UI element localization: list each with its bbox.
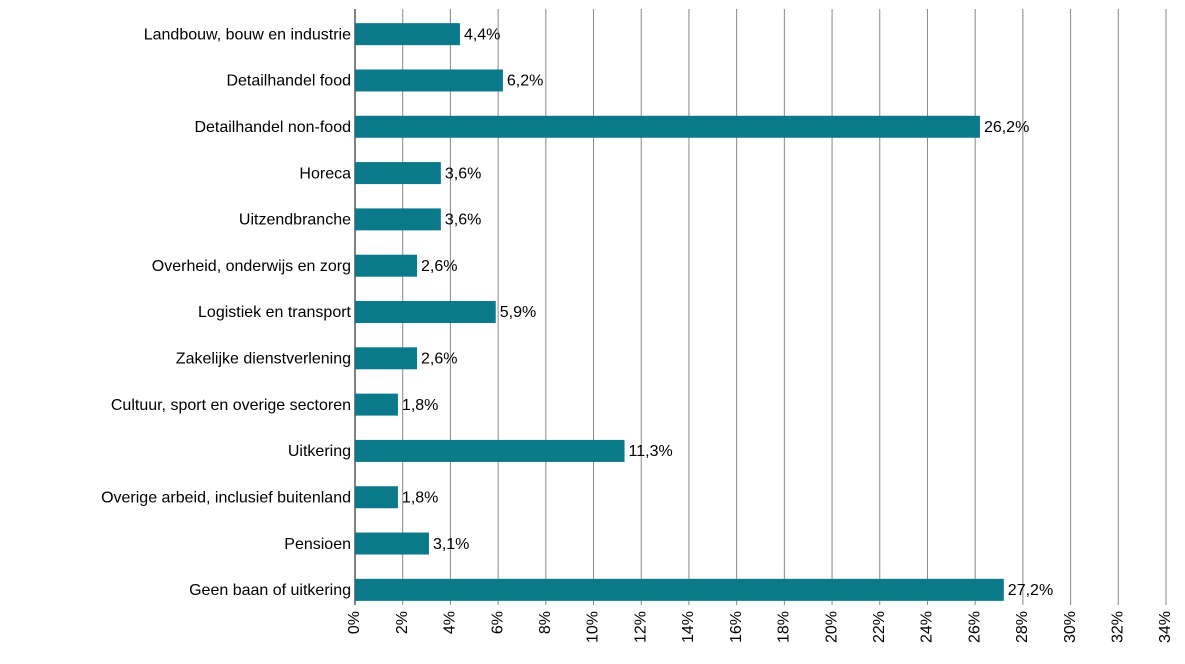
x-tick-label: 16% <box>728 611 745 643</box>
y-tick-label: Uitkering <box>288 443 351 460</box>
value-label: 2,6% <box>421 258 457 275</box>
bar <box>355 115 980 138</box>
value-label: 2,6% <box>421 351 457 368</box>
y-tick-label: Uitzendbranche <box>239 212 351 229</box>
y-tick-label: Landbouw, bouw en industrie <box>144 26 351 43</box>
bar <box>355 162 441 185</box>
value-label: 6,2% <box>507 73 543 90</box>
value-label: 5,9% <box>500 304 536 321</box>
bar <box>355 254 418 277</box>
y-tick-label: Horeca <box>299 165 351 182</box>
x-tick-label: 18% <box>776 611 793 643</box>
value-label: 3,1% <box>433 536 469 553</box>
y-tick-label: Cultuur, sport en overige sectoren <box>111 397 351 414</box>
value-label: 1,8% <box>402 397 438 414</box>
bar <box>355 69 503 92</box>
y-tick-label: Zakelijke dienstverlening <box>176 351 351 368</box>
y-tick-label: Pensioen <box>284 536 351 553</box>
x-tick-label: 24% <box>919 611 936 643</box>
x-tick-label: 30% <box>1062 611 1079 643</box>
bar <box>355 23 460 46</box>
value-label: 11,3% <box>629 443 673 460</box>
y-tick-label: Detailhandel non-food <box>194 119 351 136</box>
bar <box>355 347 418 370</box>
bar <box>355 439 625 462</box>
x-tick-label: 10% <box>585 611 602 643</box>
x-tick-label: 2% <box>394 611 411 634</box>
value-label: 26,2% <box>984 119 1029 136</box>
x-tick-label: 32% <box>1110 611 1127 643</box>
value-label: 27,2% <box>1008 582 1053 599</box>
bar <box>355 301 496 323</box>
x-tick-label: 8% <box>537 611 554 634</box>
x-tick-label: 28% <box>1014 611 1031 643</box>
x-tick-label: 34% <box>1157 611 1174 643</box>
x-tick-label: 6% <box>489 611 506 634</box>
y-tick-label: Geen baan of uitkering <box>189 582 351 599</box>
x-tick-label: 20% <box>823 611 840 643</box>
x-tick-label: 26% <box>966 611 983 643</box>
x-tick-label: 0% <box>346 611 363 634</box>
bar <box>355 578 1004 601</box>
y-tick-label: Overheid, onderwijs en zorg <box>152 258 351 275</box>
bar <box>355 208 441 231</box>
y-tick-label: Overige arbeid, inclusief buitenland <box>101 489 351 506</box>
bar <box>355 393 398 416</box>
x-tick-label: 12% <box>632 611 649 643</box>
value-label: 3,6% <box>445 212 481 229</box>
value-label: 3,6% <box>445 165 481 182</box>
bar <box>355 486 398 509</box>
bar <box>355 532 429 555</box>
x-tick-label: 22% <box>871 611 888 643</box>
y-tick-label: Logistiek en transport <box>198 304 352 321</box>
value-label: 1,8% <box>402 489 438 506</box>
value-label: 4,4% <box>464 26 500 43</box>
y-tick-label: Detailhandel food <box>226 73 351 90</box>
x-tick-label: 4% <box>442 611 459 634</box>
x-tick-label: 14% <box>680 611 697 643</box>
